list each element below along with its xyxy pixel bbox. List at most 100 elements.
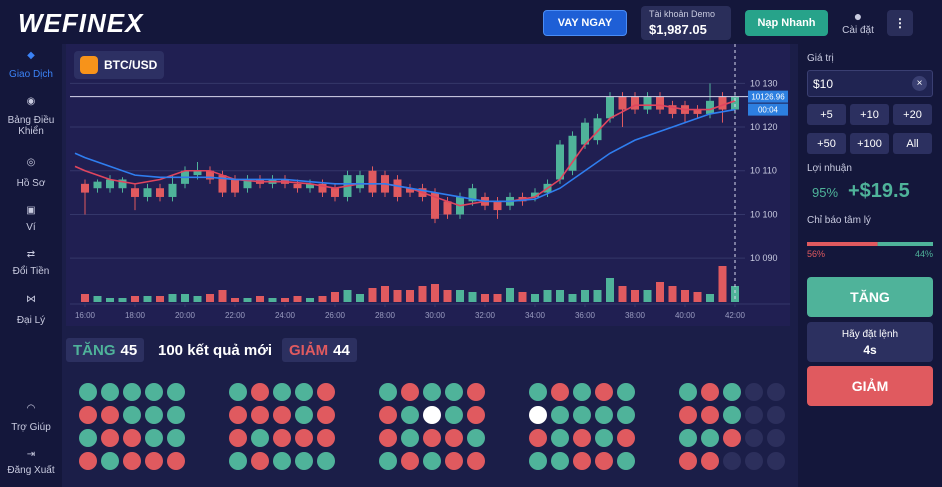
result-dot	[573, 429, 591, 447]
result-dot	[723, 429, 741, 447]
up-label: TĂNG	[73, 341, 116, 359]
result-dot	[767, 383, 785, 401]
result-dot	[401, 452, 419, 470]
result-dot	[273, 452, 291, 470]
result-dot	[295, 452, 313, 470]
sidebar-item[interactable]: Hồ Sơ	[16, 178, 46, 189]
pair-tag[interactable]: BTC/USD	[74, 51, 164, 79]
result-dot	[701, 406, 719, 424]
result-dot	[401, 406, 419, 424]
sentiment-label: Chỉ báo tâm lý	[807, 215, 871, 226]
quick-amount[interactable]: +20	[893, 104, 932, 125]
sidebar-icon[interactable]: ◆	[27, 50, 35, 61]
pair-label: BTC/USD	[104, 58, 158, 72]
result-dot	[317, 429, 335, 447]
quick-amount[interactable]: +50	[807, 133, 846, 154]
result-dot	[167, 452, 185, 470]
result-dot	[723, 452, 741, 470]
sidebar-icon[interactable]: ⋈	[26, 294, 36, 305]
chart-panel	[66, 44, 790, 326]
settings-icon[interactable]: ●	[853, 8, 863, 24]
settings-label[interactable]: Cài đặt	[842, 25, 874, 36]
result-dot	[145, 383, 163, 401]
prompt: Hãy đặt lệnh	[841, 329, 899, 340]
deposit-button[interactable]: Nạp Nhanh	[745, 10, 828, 36]
result-dot	[701, 429, 719, 447]
sidebar-icon[interactable]: ◉	[26, 96, 36, 107]
result-dot	[273, 406, 291, 424]
results-title: 100 kết quả mới	[158, 342, 273, 359]
result-dot	[251, 406, 269, 424]
order-countdown: 4s	[863, 343, 877, 357]
sidebar-icon[interactable]: ◠	[26, 403, 36, 414]
up-button[interactable]: TĂNG	[807, 277, 933, 317]
sidebar-item[interactable]: Ví	[26, 222, 36, 233]
result-dot	[101, 452, 119, 470]
result-dot	[123, 429, 141, 447]
result-dot	[401, 429, 419, 447]
result-dot	[229, 383, 247, 401]
result-dot	[529, 383, 547, 401]
result-dot	[745, 383, 763, 401]
profit-rate: 95%	[812, 185, 839, 200]
result-dot	[573, 452, 591, 470]
sidebar-item[interactable]: Giao Dịch	[9, 69, 53, 80]
result-dot	[529, 429, 547, 447]
result-dot	[295, 406, 313, 424]
profit: +$19.5	[848, 180, 910, 202]
result-dot	[123, 406, 141, 424]
result-dot	[445, 429, 463, 447]
sidebar-item[interactable]: Đại Lý	[16, 315, 46, 326]
amount-label: Giá trị	[807, 53, 834, 64]
up-count: 45	[120, 341, 138, 359]
result-dot	[317, 452, 335, 470]
sidebar-item[interactable]: Trợ Giúp	[11, 422, 51, 433]
result-dot	[295, 429, 313, 447]
result-dot	[229, 406, 247, 424]
sidebar-icon[interactable]: ⇄	[26, 249, 36, 260]
result-dot	[423, 383, 441, 401]
sidebar-item[interactable]: Đăng Xuất	[7, 465, 55, 476]
result-dot	[595, 429, 613, 447]
account-box[interactable]: Tài khoản Demo $1,987.05	[641, 6, 731, 40]
result-dot	[79, 406, 97, 424]
result-dot	[251, 452, 269, 470]
result-dot	[679, 429, 697, 447]
result-dot	[617, 452, 635, 470]
sidebar	[0, 44, 62, 487]
result-dot	[401, 383, 419, 401]
result-dot	[273, 429, 291, 447]
result-dot	[79, 383, 97, 401]
result-dot	[167, 429, 185, 447]
sidebar-item[interactable]: Đổi Tiền	[12, 266, 50, 277]
loan-button[interactable]: VAY NGAY	[543, 10, 627, 36]
result-dot	[251, 429, 269, 447]
result-dot	[101, 383, 119, 401]
quick-amounts: +5 +10 +20 +50 +100 All	[807, 104, 933, 154]
clear-button[interactable]: ×	[912, 76, 927, 91]
quick-amount[interactable]: All	[893, 133, 932, 154]
result-dot	[551, 406, 569, 424]
menu-button[interactable]: ⋮	[887, 10, 913, 36]
sidebar-icon[interactable]: ⇥	[26, 449, 36, 460]
sidebar-item[interactable]: Bảng Điều Khiển	[7, 115, 55, 137]
result-dot	[79, 429, 97, 447]
result-dot	[767, 452, 785, 470]
result-dot	[617, 383, 635, 401]
sidebar-icon[interactable]: ▣	[26, 205, 36, 216]
result-dot	[617, 406, 635, 424]
prompt-box: Hãy đặt lệnh 4s	[807, 322, 933, 362]
result-dot	[229, 452, 247, 470]
result-dot	[295, 383, 313, 401]
balance: $1,987.05	[649, 22, 707, 37]
result-dot	[229, 429, 247, 447]
result-dot	[467, 429, 485, 447]
down-button[interactable]: GIẢM	[807, 366, 933, 406]
quick-amount[interactable]: +100	[850, 133, 889, 154]
sidebar-icon[interactable]: ◎	[26, 157, 36, 168]
quick-amount[interactable]: +10	[850, 104, 889, 125]
logo[interactable]: WEFINEX	[18, 8, 144, 38]
quick-amount[interactable]: +5	[807, 104, 846, 125]
result-dot	[145, 452, 163, 470]
